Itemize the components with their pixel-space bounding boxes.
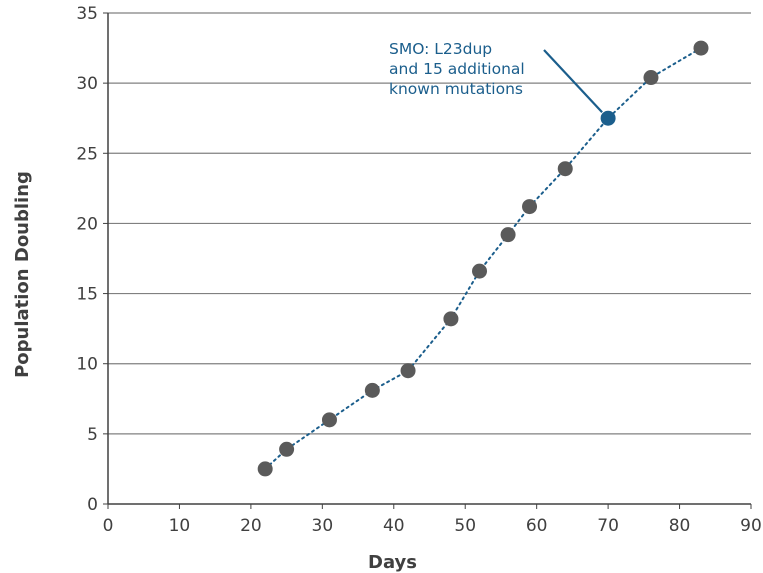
- grid-lines: [108, 12, 751, 435]
- y-tick-label: 10: [76, 355, 98, 375]
- annotation-line: known mutations: [389, 80, 523, 98]
- data-point: [500, 227, 516, 243]
- data-point: [557, 161, 573, 177]
- x-tick-label: 30: [312, 516, 334, 536]
- y-tick-label: 25: [76, 144, 98, 164]
- axes: [107, 13, 751, 505]
- annotation-text: SMO: L23dup and 15 additional known mutati…: [389, 40, 525, 98]
- y-tick-labels: 0 5 10 15 20 25 30 35: [76, 4, 108, 515]
- data-point: [279, 441, 295, 457]
- x-tick-label: 10: [169, 516, 191, 536]
- data-point: [400, 363, 416, 379]
- x-tick-label: 90: [740, 516, 762, 536]
- data-point: [472, 263, 488, 279]
- annotation-leader-line: [543, 49, 603, 113]
- x-tick-label: 60: [526, 516, 548, 536]
- y-tick-label: 30: [76, 74, 98, 94]
- data-point: [257, 461, 273, 477]
- x-tick-label: 70: [597, 516, 619, 536]
- x-tick-label: 80: [669, 516, 691, 536]
- y-tick-label: 5: [87, 425, 98, 445]
- annotation-line: and 15 additional: [389, 60, 525, 78]
- data-point: [321, 412, 337, 428]
- x-axis-title: Days: [368, 552, 417, 573]
- data-point: [443, 311, 459, 327]
- y-tick-label: 15: [76, 285, 98, 305]
- x-tick-label: 20: [240, 516, 262, 536]
- data-point: [522, 199, 538, 215]
- data-point: [693, 40, 709, 56]
- annotation-line: SMO: L23dup: [389, 40, 492, 58]
- data-points: [257, 40, 709, 477]
- y-axis-title: Population Doubling: [12, 171, 33, 378]
- highlighted-data-point: [600, 110, 616, 126]
- data-point: [364, 382, 380, 398]
- x-tick-label: 0: [103, 516, 114, 536]
- x-tick-labels: 0 10 20 30 40 50 60 70 80 90: [103, 504, 762, 536]
- dotted-trend-line: [264, 47, 702, 470]
- x-tick-label: 50: [454, 516, 476, 536]
- y-tick-label: 20: [76, 214, 98, 234]
- x-tick-label: 40: [383, 516, 405, 536]
- data-point: [643, 70, 659, 86]
- y-tick-label: 35: [76, 4, 98, 24]
- y-tick-label: 0: [87, 495, 98, 515]
